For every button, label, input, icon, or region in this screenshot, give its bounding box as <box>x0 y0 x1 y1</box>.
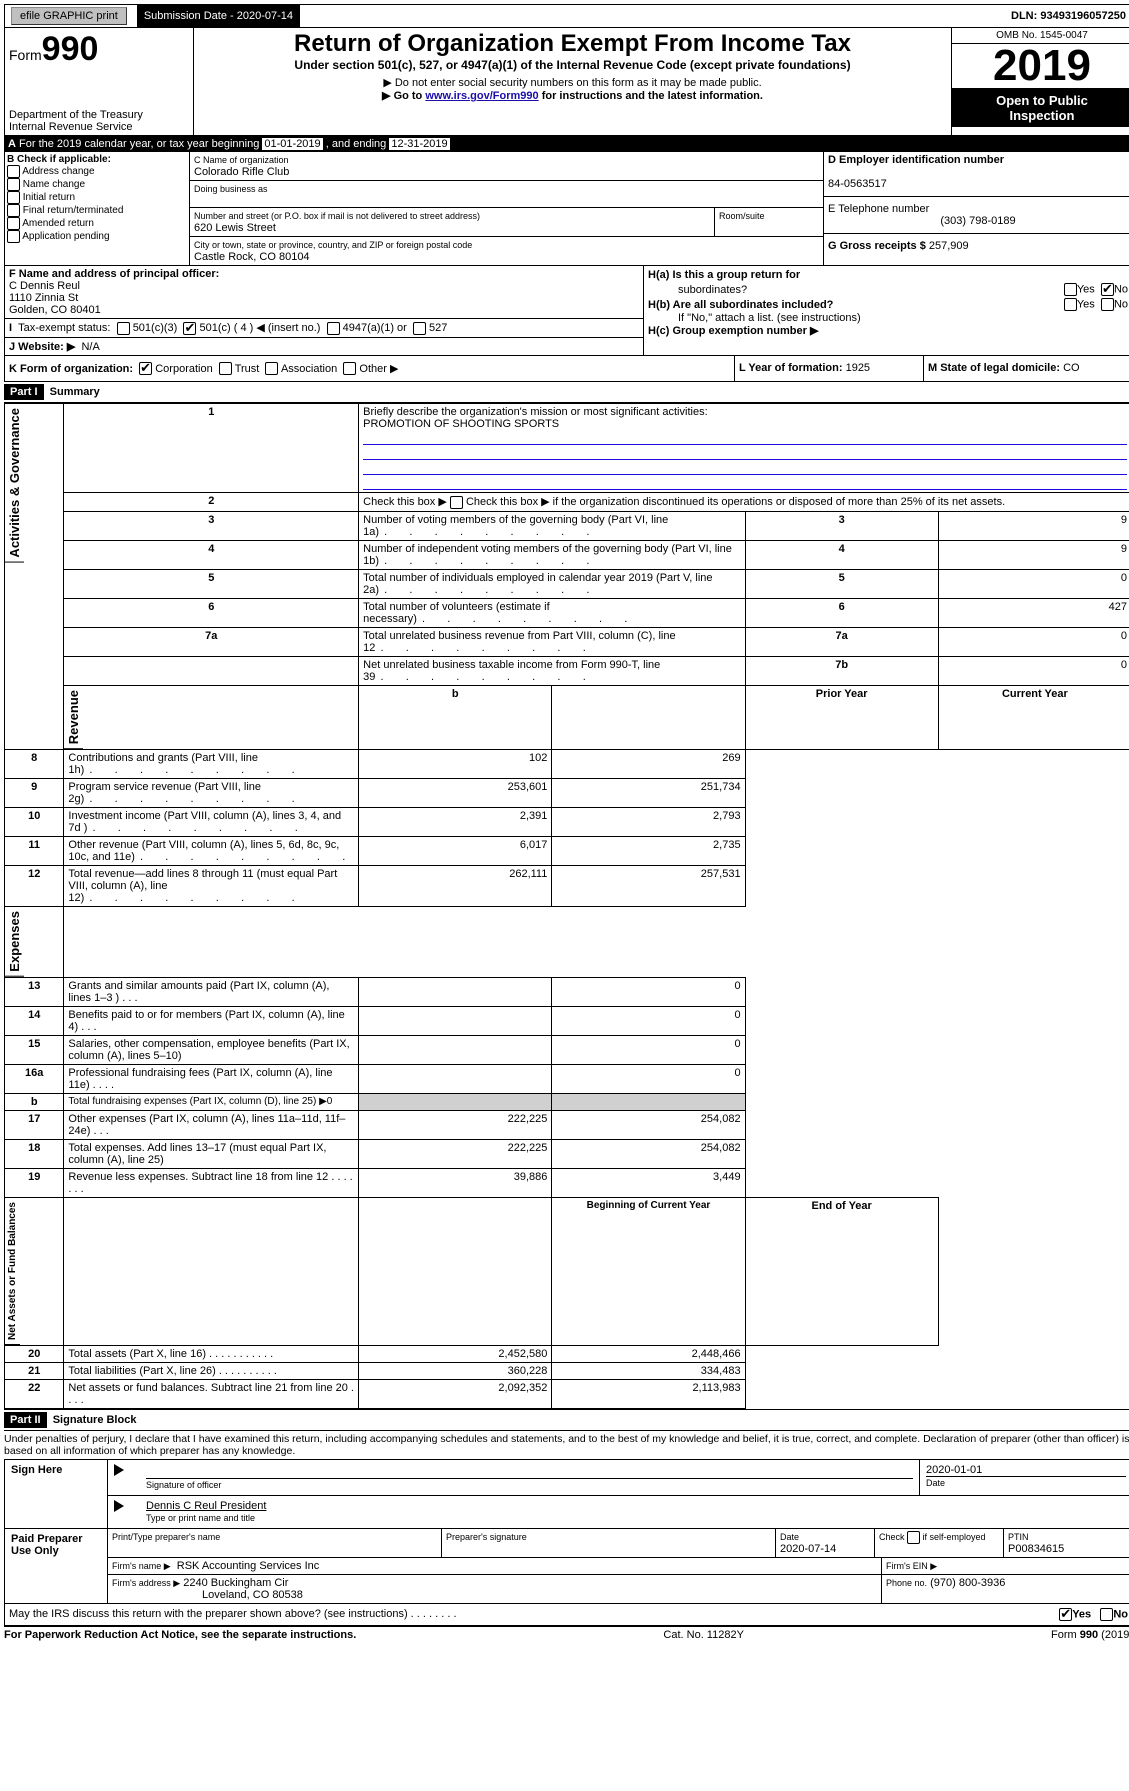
street-address: 620 Lewis Street <box>194 222 276 234</box>
year-formation: 1925 <box>846 362 870 374</box>
period-row: A For the 2019 calendar year, or tax yea… <box>4 136 1129 152</box>
legal-domicile: CO <box>1063 362 1080 374</box>
ptin: P00834615 <box>1008 1543 1064 1555</box>
corporation-checkbox[interactable] <box>139 362 152 375</box>
city-state-zip: Castle Rock, CO 80104 <box>194 251 310 263</box>
submission-date: Submission Date - 2020-07-14 <box>138 5 300 27</box>
footer: For Paperwork Reduction Act Notice, see … <box>4 1626 1129 1643</box>
form-title: Return of Organization Exempt From Incom… <box>198 30 947 58</box>
dept-treasury: Department of the Treasury <box>9 109 189 121</box>
mission: PROMOTION OF SHOOTING SPORTS <box>363 418 559 430</box>
website: N/A <box>81 341 99 353</box>
dln: DLN: 93493196057250 <box>1005 5 1129 27</box>
efile-print-button[interactable]: efile GRAPHIC print <box>11 7 127 25</box>
form-number: 990 <box>42 30 99 68</box>
top-bar: efile GRAPHIC print Submission Date - 20… <box>4 4 1129 28</box>
form-header: Form990 Department of the Treasury Inter… <box>4 28 1129 136</box>
instructions-link[interactable]: www.irs.gov/Form990 <box>425 90 538 102</box>
gross-receipts: 257,909 <box>929 240 969 252</box>
signer-name: Dennis C Reul President <box>146 1500 266 1512</box>
box-b: B Check if applicable: Address change Na… <box>5 152 190 265</box>
discuss-yes[interactable] <box>1059 1608 1072 1621</box>
tax-year: 2019 <box>952 44 1129 89</box>
irs-label: Internal Revenue Service <box>9 121 189 133</box>
ssn-note: ▶ Do not enter social security numbers o… <box>198 76 947 89</box>
form-subtitle: Under section 501(c), 527, or 4947(a)(1)… <box>198 58 947 72</box>
perjury-statement: Under penalties of perjury, I declare th… <box>4 1431 1129 1459</box>
org-name: Colorado Rifle Club <box>194 166 289 178</box>
501c-checkbox[interactable] <box>183 322 196 335</box>
ein: 84-0563517 <box>828 178 887 190</box>
firm-name: RSK Accounting Services Inc <box>177 1560 319 1572</box>
part2-header: Part II <box>4 1412 47 1428</box>
group-return-no[interactable] <box>1101 283 1114 296</box>
phone: (303) 798-0189 <box>828 215 1128 227</box>
part1-header: Part I <box>4 384 44 400</box>
preparer-phone: (970) 800-3936 <box>930 1577 1005 1589</box>
summary-table: Activities & Governance 1 Briefly descri… <box>5 403 1129 1409</box>
signature-table: Sign Here Signature of officer 2020-01-0… <box>4 1459 1129 1604</box>
